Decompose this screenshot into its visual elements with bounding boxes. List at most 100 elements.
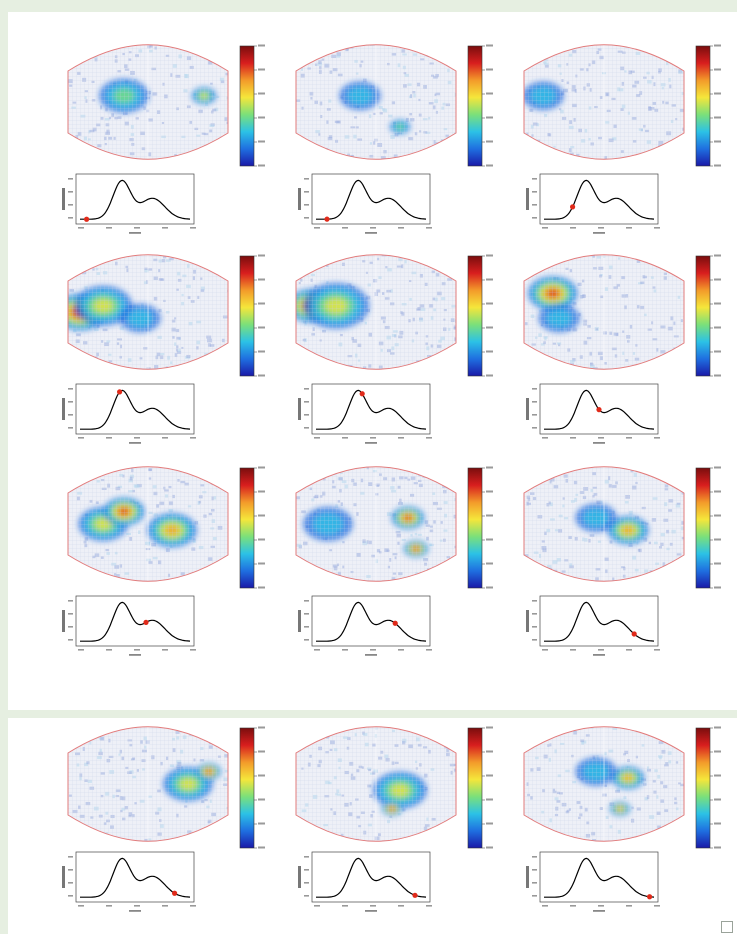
colorbar-tick-label — [714, 514, 721, 517]
voltage-trace-plot — [526, 173, 660, 234]
colorbar-tick-label — [714, 822, 721, 825]
y-axis-label — [526, 188, 529, 210]
colorbar-tick-label — [714, 302, 721, 305]
voltage-trace-plot — [298, 595, 432, 656]
colorbar — [695, 255, 711, 377]
tissue-outline — [295, 254, 457, 370]
colorbar — [239, 467, 255, 589]
tissue-outline — [295, 726, 457, 842]
colorbar-tick-label — [258, 326, 265, 329]
colorbar-tick-label — [486, 466, 493, 469]
colorbar — [467, 467, 483, 589]
colorbar-tick-label — [714, 92, 721, 95]
colorbar-tick-label — [258, 116, 265, 119]
colorbar-tick-label — [258, 44, 265, 47]
colorbar-tick-label — [486, 846, 493, 849]
voltage-trace-plot — [62, 383, 196, 444]
activation-map — [524, 44, 684, 160]
colorbar-tick-label — [258, 302, 265, 305]
colorbar-tick-label — [714, 140, 721, 143]
colorbar — [239, 45, 255, 167]
colorbar — [239, 255, 255, 377]
activation-map — [68, 726, 228, 842]
activation-map — [524, 254, 684, 370]
y-axis-label — [62, 398, 65, 420]
colorbar-tick-label — [714, 68, 721, 71]
activation-map — [524, 466, 684, 582]
colorbar-tick-label — [486, 726, 493, 729]
colorbar-tick-label — [486, 302, 493, 305]
y-axis-label — [62, 866, 65, 888]
colorbar-tick-label — [258, 562, 265, 565]
activation-frame — [523, 466, 721, 656]
voltage-trace-plot — [298, 173, 432, 234]
y-axis-label — [298, 610, 301, 632]
colorbar — [467, 45, 483, 167]
trace-line — [80, 179, 191, 220]
colorbar — [467, 727, 483, 849]
x-axis-label — [593, 442, 605, 444]
colorbar-tick-label — [714, 374, 721, 377]
activation-frame — [62, 44, 265, 234]
time-marker — [647, 894, 653, 900]
colorbar-tick-label — [486, 92, 493, 95]
activation-frame — [62, 254, 265, 444]
colorbar-tick-label — [258, 466, 265, 469]
colorbar-tick-label — [258, 164, 265, 167]
colorbar — [695, 45, 711, 167]
x-axis-label — [129, 654, 141, 656]
colorbar-tick-label — [486, 68, 493, 71]
colorbar-tick-label — [714, 44, 721, 47]
time-marker — [570, 204, 576, 210]
time-marker — [117, 389, 123, 395]
colorbar-tick-label — [486, 116, 493, 119]
time-marker — [412, 892, 418, 898]
activation-map — [296, 254, 456, 370]
activation-frame — [295, 44, 493, 234]
y-axis-label — [298, 866, 301, 888]
tissue-outline — [523, 254, 685, 370]
colorbar — [239, 727, 255, 849]
x-axis-label — [593, 910, 605, 912]
activation-map — [68, 466, 228, 582]
tissue-outline — [295, 44, 457, 160]
colorbar-tick-label — [486, 798, 493, 801]
colorbar-tick-label — [486, 822, 493, 825]
activation-map — [296, 466, 456, 582]
colorbar-tick-label — [486, 562, 493, 565]
y-axis-label — [298, 188, 301, 210]
time-marker — [172, 890, 178, 896]
time-marker — [84, 216, 90, 222]
voltage-trace-plot — [526, 383, 660, 444]
colorbar-tick-label — [486, 140, 493, 143]
activation-frame — [523, 726, 721, 912]
trace-line — [316, 389, 427, 430]
voltage-trace-plot — [62, 595, 196, 656]
colorbar-tick-label — [486, 164, 493, 167]
activation-frame — [295, 726, 493, 912]
colorbar-tick-label — [714, 490, 721, 493]
activation-frame — [62, 466, 265, 656]
x-axis-label — [129, 442, 141, 444]
time-marker — [359, 391, 365, 397]
colorbar-tick-label — [714, 562, 721, 565]
colorbar-tick-label — [486, 490, 493, 493]
colorbar-tick-label — [486, 750, 493, 753]
colorbar-tick-label — [486, 374, 493, 377]
trace-line — [80, 857, 191, 898]
colorbar-tick-label — [714, 278, 721, 281]
colorbar-tick-label — [258, 140, 265, 143]
x-axis-label — [365, 442, 377, 444]
tissue-outline — [523, 466, 685, 582]
activation-frame — [62, 726, 265, 912]
voltage-trace-plot — [62, 851, 196, 912]
time-marker — [392, 620, 398, 626]
colorbar-tick-label — [258, 822, 265, 825]
colorbar-tick-label — [714, 774, 721, 777]
colorbar-tick-label — [258, 586, 265, 589]
activation-map — [68, 254, 228, 370]
colorbar-tick-label — [258, 374, 265, 377]
expand-icon[interactable] — [721, 921, 733, 933]
trace-line — [316, 179, 427, 220]
